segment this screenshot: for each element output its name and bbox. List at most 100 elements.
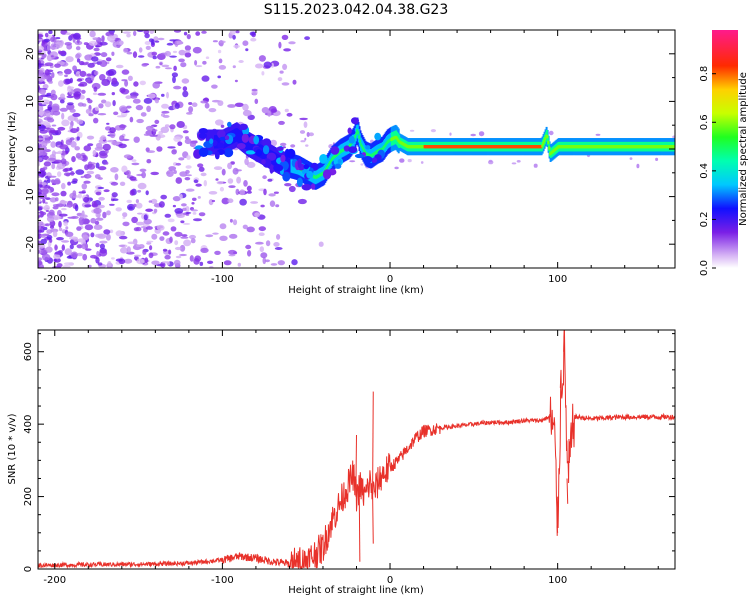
- noise-blob: [273, 191, 279, 194]
- noise-blob: [143, 214, 148, 221]
- noise-blob: [185, 206, 190, 213]
- noise-blob: [141, 171, 147, 179]
- noise-blob: [81, 89, 86, 94]
- noise-blob: [595, 133, 601, 136]
- noise-blob: [50, 36, 57, 43]
- noise-blob: [92, 149, 97, 157]
- spectrogram-x-ticks: -200 -100 0 100: [43, 30, 659, 285]
- noise-blob: [185, 211, 192, 214]
- noise-blob: [78, 220, 83, 224]
- ridge-blob: [217, 142, 224, 149]
- noise-blob: [55, 203, 64, 208]
- noise-blob: [76, 58, 81, 63]
- x-tick-label: -100: [211, 274, 234, 285]
- noise-blob: [49, 100, 53, 107]
- noise-blob: [175, 177, 183, 184]
- noise-blob: [74, 146, 80, 151]
- noise-blob: [156, 146, 163, 152]
- noise-blob: [58, 80, 64, 87]
- noise-blob: [135, 244, 144, 248]
- noise-blob: [122, 221, 130, 227]
- noise-blob: [115, 230, 124, 237]
- noise-blob: [200, 100, 208, 104]
- noise-blob: [255, 63, 264, 69]
- noise-blob: [38, 243, 46, 249]
- noise-blob: [69, 244, 74, 250]
- noise-blob: [95, 233, 104, 238]
- noise-blob: [276, 234, 281, 240]
- ridge-peak: [356, 129, 359, 133]
- noise-blob: [282, 63, 288, 70]
- noise-blob: [176, 121, 185, 128]
- noise-blob: [38, 199, 41, 203]
- noise-blob: [38, 125, 47, 129]
- noise-blob: [304, 36, 310, 40]
- noise-blob: [164, 67, 173, 70]
- noise-blob: [169, 124, 176, 130]
- noise-blob: [131, 216, 139, 224]
- ridge-peak: [360, 143, 363, 147]
- noise-blob: [81, 243, 88, 250]
- noise-blob: [244, 158, 249, 166]
- noise-blob: [138, 47, 143, 53]
- noise-blob: [86, 174, 92, 178]
- noise-blob: [182, 90, 189, 98]
- ridge-peak: [329, 160, 331, 165]
- noise-blob: [221, 168, 226, 176]
- ridge-blob: [310, 183, 316, 190]
- noise-blob: [198, 212, 206, 217]
- noise-blob: [69, 137, 75, 141]
- ridge-blob: [262, 138, 272, 148]
- noise-blob: [109, 127, 116, 134]
- noise-blob: [131, 162, 140, 166]
- ridge-peak: [336, 152, 338, 157]
- noise-blob: [124, 80, 129, 87]
- noise-blob: [636, 163, 640, 169]
- noise-blob: [95, 257, 100, 264]
- noise-blob: [211, 84, 218, 89]
- noise-blob: [61, 244, 65, 251]
- noise-blob: [251, 88, 258, 92]
- noise-blob: [138, 55, 145, 58]
- noise-blob: [133, 203, 137, 208]
- noise-blob: [247, 250, 252, 257]
- noise-blob: [200, 172, 207, 177]
- noise-blob: [38, 157, 43, 161]
- ridge-blob: [280, 154, 286, 163]
- noise-blob: [246, 226, 255, 233]
- noise-blob: [61, 150, 66, 156]
- noise-blob: [207, 260, 214, 264]
- noise-blob: [247, 114, 255, 121]
- noise-blob: [46, 215, 55, 222]
- noise-blob: [277, 77, 283, 82]
- noise-blob: [172, 204, 176, 208]
- noise-blob: [88, 113, 94, 117]
- noise-blob: [234, 102, 244, 108]
- noise-blob: [38, 229, 43, 234]
- noise-blob: [286, 112, 293, 117]
- noise-blob: [41, 53, 47, 58]
- noise-blob: [127, 203, 135, 211]
- x-tick-label: 100: [548, 274, 567, 285]
- noise-blob: [76, 136, 80, 141]
- noise-blob: [111, 92, 116, 96]
- spectrogram-xlabel: Height of straight line (km): [288, 285, 424, 296]
- noise-blob: [50, 43, 56, 50]
- noise-blob: [279, 70, 284, 74]
- noise-blob: [60, 190, 67, 197]
- noise-blob: [46, 234, 53, 240]
- noise-blob: [61, 182, 66, 190]
- ridge-peak: [328, 162, 330, 166]
- noise-blob: [42, 134, 50, 138]
- noise-blob: [64, 74, 68, 78]
- ridge-blob: [262, 145, 270, 155]
- x-tick-label: 100: [548, 575, 567, 586]
- noise-blob: [72, 190, 77, 197]
- noise-blob: [60, 158, 67, 165]
- noise-blob: [146, 240, 154, 243]
- noise-blob: [160, 194, 167, 200]
- noise-blob: [201, 75, 210, 82]
- noise-blob: [161, 93, 165, 97]
- noise-blob: [121, 69, 130, 75]
